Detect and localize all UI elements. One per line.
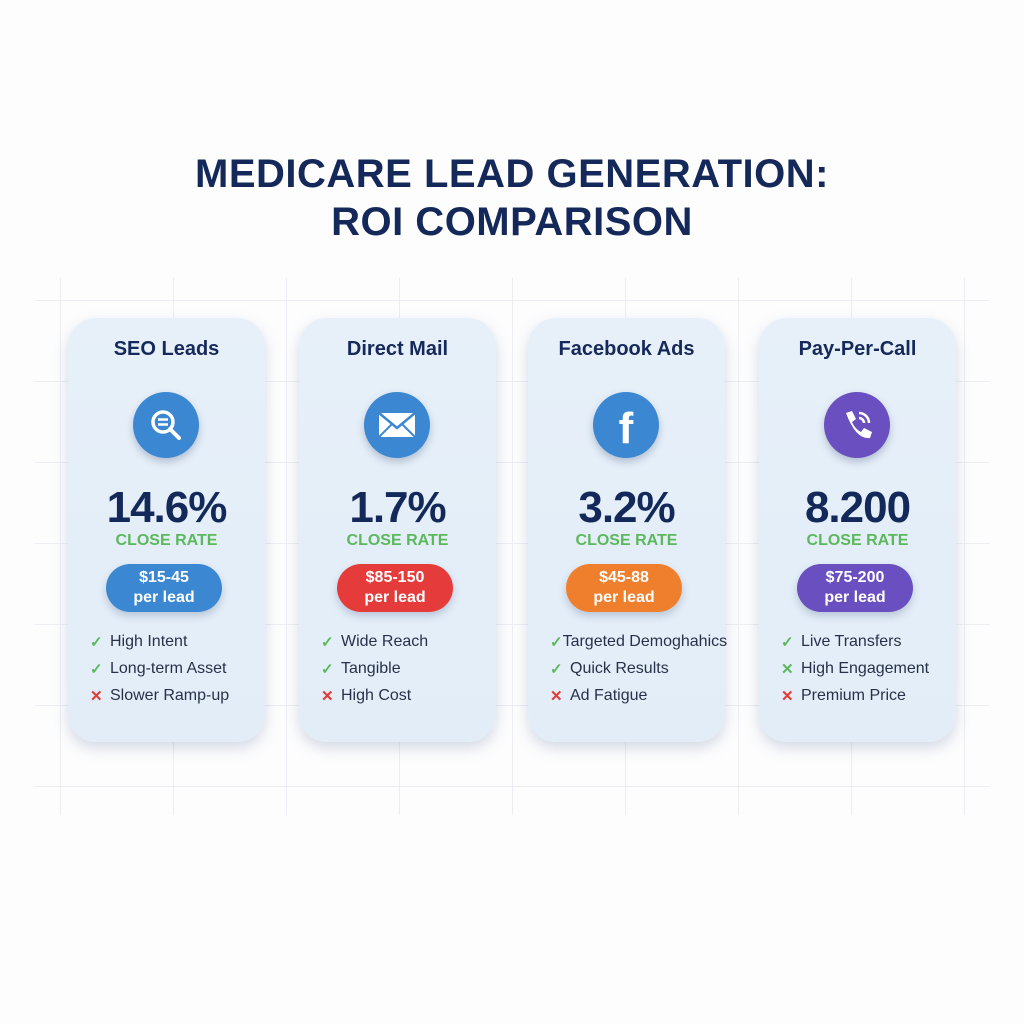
close-rate-value: 3.2% xyxy=(578,483,675,532)
price-badge: $15-45 per lead xyxy=(106,564,222,612)
feature-list: ✓ High Intent ✓ Long-term Asset ✕ Slower Ramp… xyxy=(90,628,265,709)
feature-text: Live Transfers xyxy=(801,632,902,650)
close-rate-label: CLOSE RATE xyxy=(346,532,449,549)
feature-text: Premium Price xyxy=(801,686,906,704)
page-title: MEDICARE LEAD GENERATION: ROI COMPARISON xyxy=(0,150,1024,246)
card-title: SEO Leads xyxy=(113,338,220,360)
feature-text: High Intent xyxy=(110,632,188,650)
cross-icon: ✕ xyxy=(321,687,334,705)
feature-item: ✓ Quick Results xyxy=(550,655,725,682)
price-badge: $45-88 per lead xyxy=(566,564,682,612)
feature-item: ✕ High Cost xyxy=(321,682,496,709)
check-icon: ✓ xyxy=(321,633,334,651)
card-direct-mail: Direct Mail 1.7% CLOSE RATE $85-150 per l… xyxy=(299,318,496,742)
price-unit: per lead xyxy=(824,589,886,606)
close-rate-label: CLOSE RATE xyxy=(115,532,218,549)
close-rate-label: CLOSE RATE xyxy=(575,532,678,549)
feature-item: ✕ Ad Fatigue xyxy=(550,682,725,709)
price-range: $85-150 xyxy=(365,569,425,586)
card-facebook-ads: Facebook Ads f 3.2% CLOSE RATE $45-88 per… xyxy=(528,318,728,742)
feature-item: ✓ High Intent xyxy=(90,628,265,655)
card-title: Facebook Ads xyxy=(558,338,695,360)
feature-list: ✓ Targeted Demoghahics ✓ Quick Results ✕ Ad F… xyxy=(550,628,728,709)
feature-item: ✓ Long-term Asset xyxy=(90,655,265,682)
price-range: $45-88 xyxy=(599,569,649,586)
check-icon: ✓ xyxy=(550,633,563,651)
feature-item: ✕ Premium Price xyxy=(781,682,956,709)
feature-item: ✓ Live Transfers xyxy=(781,628,956,655)
feature-list: ✓ Wide Reach ✓ Tangible ✕ High Cost xyxy=(321,628,496,709)
feature-text: Ad Fatigue xyxy=(570,686,648,704)
feature-text: Slower Ramp-up xyxy=(110,686,230,704)
envelope-icon xyxy=(364,392,430,458)
price-badge: $85-150 per lead xyxy=(337,564,453,612)
card-seo-leads: SEO Leads 14.6% CLOSE RATE $15-45 per lea… xyxy=(68,318,265,742)
feature-text: Targeted Demoghahics xyxy=(562,632,728,650)
cross-icon: ✕ xyxy=(90,687,103,705)
title-line-1: MEDICARE LEAD GENERATION: xyxy=(195,152,829,196)
check-icon: ✓ xyxy=(321,660,334,678)
feature-text: High Cost xyxy=(341,686,412,704)
feature-text: Quick Results xyxy=(570,659,669,677)
feature-text: Tangible xyxy=(341,659,401,677)
search-icon xyxy=(133,392,199,458)
facebook-icon: f xyxy=(593,392,659,458)
feature-text: Long-term Asset xyxy=(110,659,227,677)
cross-icon: ✕ xyxy=(781,687,794,705)
price-unit: per lead xyxy=(593,589,655,606)
check-icon: ✓ xyxy=(550,660,563,678)
feature-text: High Engagement xyxy=(801,659,930,677)
price-unit: per lead xyxy=(133,589,195,606)
price-unit: per lead xyxy=(364,589,426,606)
title-line-2: ROI COMPARISON xyxy=(331,200,693,244)
card-title: Pay-Per-Call xyxy=(798,338,917,360)
feature-list: ✓ Live Transfers ✕ High Engagement ✕ Premium … xyxy=(781,628,956,709)
card-title: Direct Mail xyxy=(346,338,449,360)
price-range: $15-45 xyxy=(139,569,189,586)
check-icon: ✓ xyxy=(90,633,103,651)
close-rate-label: CLOSE RATE xyxy=(806,532,909,549)
close-rate-value: 14.6% xyxy=(106,483,228,532)
price-badge: $75-200 per lead xyxy=(797,564,913,612)
feature-item: ✓ Targeted Demoghahics xyxy=(550,628,728,655)
feature-item: ✕ High Engagement xyxy=(781,655,956,682)
feature-item: ✕ Slower Ramp-up xyxy=(90,682,265,709)
feature-item: ✓ Tangible xyxy=(321,655,496,682)
close-rate-value: 1.7% xyxy=(349,483,446,532)
phone-icon xyxy=(824,392,890,458)
cross-icon: ✕ xyxy=(550,687,563,705)
close-rate-value: 8.200 xyxy=(804,483,911,532)
cross-icon: ✕ xyxy=(781,660,794,678)
price-range: $75-200 xyxy=(825,569,885,586)
feature-text: Wide Reach xyxy=(341,632,429,650)
check-icon: ✓ xyxy=(90,660,103,678)
feature-item: ✓ Wide Reach xyxy=(321,628,496,655)
card-pay-per-call: Pay-Per-Call 8.200 CLOSE RATE $75-200 per… xyxy=(759,318,956,742)
check-icon: ✓ xyxy=(781,633,794,651)
